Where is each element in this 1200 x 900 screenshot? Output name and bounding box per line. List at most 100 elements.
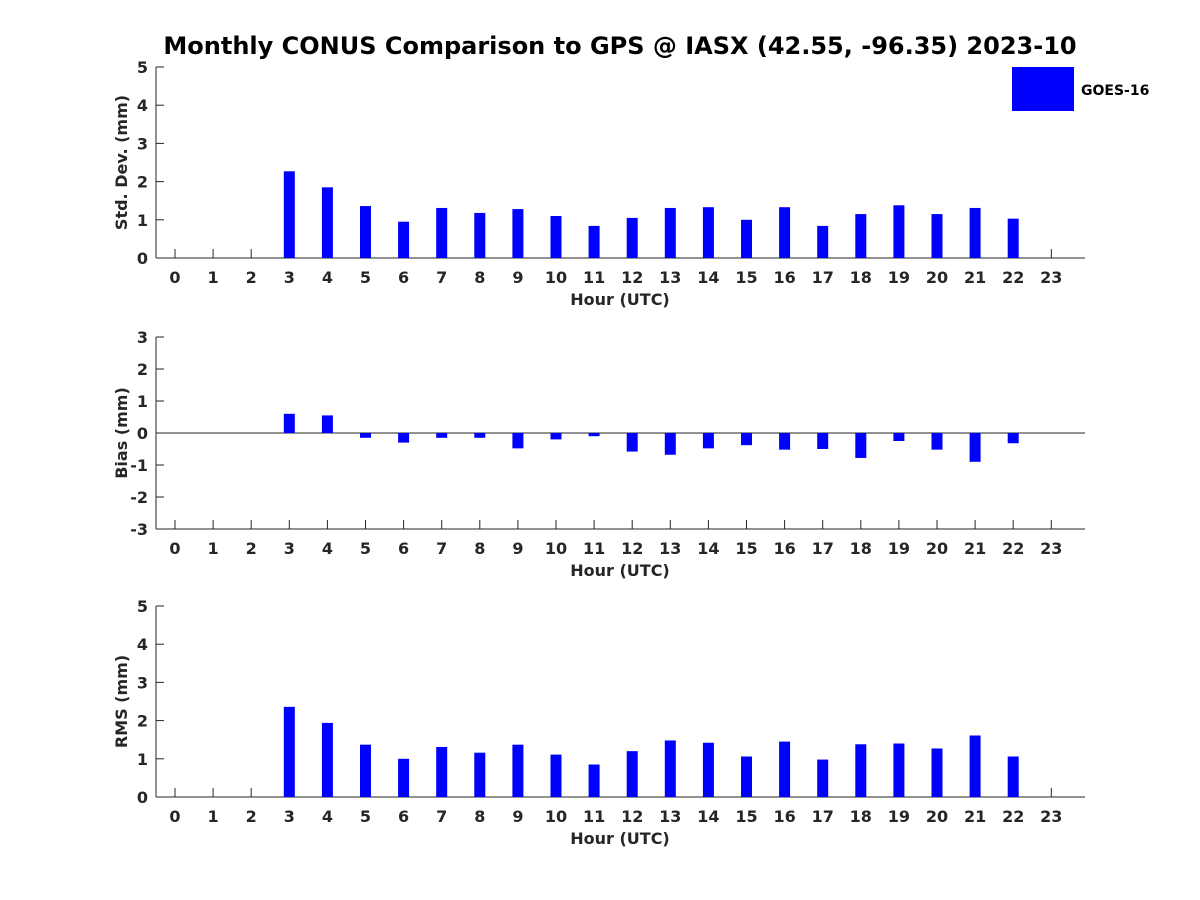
bar-hour-3: [283, 706, 295, 797]
bar-hour-5: [360, 744, 371, 797]
bar-hour-19: [893, 205, 905, 258]
bar-hour-22: [1007, 756, 1019, 797]
y-tick-label: 2: [137, 712, 148, 731]
x-tick-label: 9: [512, 807, 523, 826]
x-tick-label: 8: [474, 539, 485, 558]
x-tick-label: 14: [697, 539, 719, 558]
bar-hour-16: [779, 741, 791, 797]
bar-hour-17: [817, 759, 829, 797]
y-tick-label: 5: [137, 58, 148, 77]
bar-hour-13: [664, 740, 676, 797]
y-tick-label: -1: [130, 456, 148, 475]
bar-hour-14: [702, 433, 714, 449]
x-tick-label: 4: [322, 539, 333, 558]
x-tick-label: 7: [436, 807, 447, 826]
bar-hour-10: [550, 754, 562, 797]
x-tick-label: 20: [926, 268, 948, 287]
x-tick-label: 10: [545, 268, 567, 287]
bar-hour-12: [626, 751, 638, 797]
x-tick-label: 18: [850, 268, 872, 287]
bar-hour-6: [398, 221, 410, 258]
x-tick-label: 1: [208, 807, 219, 826]
x-tick-label: 8: [474, 268, 485, 287]
bar-hour-6: [398, 758, 410, 797]
bar-hour-7: [436, 433, 448, 438]
x-tick-label: 15: [735, 539, 757, 558]
bar-hour-17: [817, 433, 829, 449]
y-tick-label: 3: [137, 134, 148, 153]
bar-hour-4: [321, 415, 333, 433]
y-tick-label: 0: [137, 424, 148, 443]
x-tick-label: 11: [583, 539, 605, 558]
x-tick-label: 5: [360, 268, 371, 287]
bar-hour-13: [664, 433, 676, 455]
x-tick-label: 0: [169, 807, 180, 826]
x-tick-label: 2: [246, 268, 257, 287]
x-tick-label: 14: [697, 807, 719, 826]
x-axis-label: Hour (UTC): [570, 561, 670, 580]
bar-hour-8: [474, 752, 486, 797]
bar-hour-9: [512, 744, 524, 797]
x-tick-label: 15: [735, 268, 757, 287]
y-tick-label: 0: [137, 249, 148, 268]
bar-hour-21: [969, 207, 981, 258]
bar-hour-7: [436, 746, 448, 797]
x-tick-label: 4: [322, 268, 333, 287]
x-tick-label: 16: [773, 539, 795, 558]
x-tick-label: 23: [1040, 539, 1062, 558]
x-tick-label: 21: [964, 807, 986, 826]
x-tick-label: 20: [926, 539, 948, 558]
x-tick-label: 9: [512, 268, 523, 287]
bar-hour-12: [626, 433, 638, 452]
x-tick-label: 7: [436, 268, 447, 287]
legend-label: GOES-16: [1081, 83, 1149, 99]
y-tick-label: 3: [137, 673, 148, 692]
bar-hour-20: [931, 748, 943, 797]
y-axis-label: Std. Dev. (mm): [112, 95, 131, 230]
x-tick-label: 22: [1002, 268, 1024, 287]
y-tick-label: 0: [137, 788, 148, 807]
bar-hour-8: [474, 433, 486, 438]
x-tick-label: 18: [850, 807, 872, 826]
bar-hour-3: [283, 171, 295, 258]
x-tick-label: 18: [850, 539, 872, 558]
y-tick-label: 3: [137, 328, 148, 347]
bar-hour-21: [969, 433, 981, 462]
y-tick-label: 2: [137, 360, 148, 379]
bar-hour-20: [931, 433, 943, 450]
x-tick-label: 1: [208, 268, 219, 287]
x-tick-label: 23: [1040, 268, 1062, 287]
bar-hour-19: [893, 743, 905, 797]
bar-hour-13: [664, 207, 676, 258]
x-tick-label: 12: [621, 539, 643, 558]
x-tick-label: 3: [284, 539, 295, 558]
x-tick-label: 17: [812, 807, 834, 826]
x-tick-label: 14: [697, 268, 719, 287]
x-tick-label: 22: [1002, 807, 1024, 826]
bar-hour-5: [360, 206, 371, 258]
bar-hour-11: [588, 225, 600, 258]
bar-hour-8: [474, 212, 486, 258]
x-tick-label: 13: [659, 539, 681, 558]
x-tick-label: 19: [888, 807, 910, 826]
x-tick-label: 6: [398, 807, 409, 826]
bar-hour-11: [588, 764, 600, 797]
x-tick-label: 3: [284, 807, 295, 826]
bar-hour-6: [398, 433, 410, 443]
bar-hour-22: [1007, 433, 1019, 444]
legend: GOES-16: [1012, 67, 1149, 111]
bar-hour-4: [321, 722, 333, 797]
bar-hour-10: [550, 215, 562, 258]
y-axis-label: RMS (mm): [112, 655, 131, 748]
x-tick-label: 10: [545, 807, 567, 826]
bar-hour-17: [817, 225, 829, 258]
bar-hour-14: [702, 207, 714, 258]
bar-hour-4: [321, 187, 333, 258]
x-tick-label: 23: [1040, 807, 1062, 826]
chart-title: Monthly CONUS Comparison to GPS @ IASX (…: [163, 32, 1076, 60]
x-tick-label: 2: [246, 807, 257, 826]
y-tick-label: -2: [130, 488, 148, 507]
